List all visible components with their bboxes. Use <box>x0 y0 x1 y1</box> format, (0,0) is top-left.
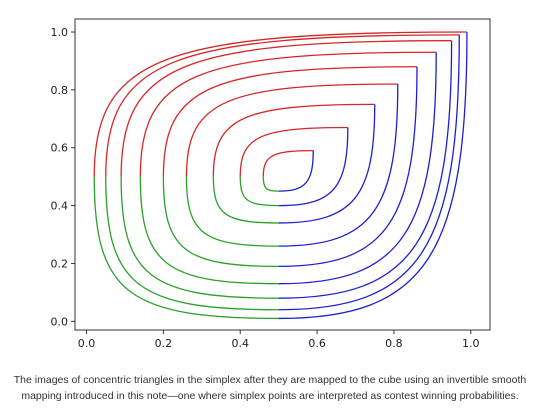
green-curve <box>239 176 279 207</box>
red-curve <box>139 51 437 177</box>
figure-caption: The images of concentric triangles in th… <box>10 372 530 404</box>
blue-curve <box>278 104 376 224</box>
blue-curve <box>278 66 418 268</box>
green-curve <box>139 176 279 285</box>
green-curve <box>262 176 279 192</box>
x-axis: 0.0 0.2 0.4 0.6 0.8 1.0 <box>78 330 480 350</box>
green-curve <box>105 176 279 311</box>
red-curve <box>212 103 375 177</box>
y-tick-label: 0.2 <box>51 257 69 270</box>
red-curve <box>239 126 348 177</box>
green-curve <box>162 176 279 268</box>
y-tick-label: 0.4 <box>51 200 69 213</box>
blue-curve <box>278 40 453 299</box>
red-curve <box>93 31 467 177</box>
x-tick-label: 0.0 <box>78 337 96 350</box>
x-tick-label: 0.4 <box>231 337 249 350</box>
curves-group <box>93 31 468 320</box>
y-tick-label: 1.0 <box>51 26 69 39</box>
x-tick-label: 1.0 <box>462 337 480 350</box>
blue-curve <box>278 84 399 247</box>
green-curve <box>185 176 279 247</box>
y-tick-label: 0.6 <box>51 142 69 155</box>
red-curve <box>262 149 314 177</box>
blue-curve <box>278 32 468 320</box>
caption-line-2: mapping introduced in this note—one wher… <box>21 390 519 402</box>
y-tick-label: 0.8 <box>51 84 69 97</box>
green-curve <box>93 176 279 320</box>
x-tick-label: 0.8 <box>385 337 403 350</box>
green-curve <box>120 176 279 299</box>
green-curve <box>212 176 279 224</box>
y-axis: 0.0 0.2 0.4 0.6 0.8 1.0 <box>51 26 75 328</box>
red-curve <box>185 83 398 177</box>
blue-curve <box>278 150 314 192</box>
x-tick-label: 0.6 <box>308 337 326 350</box>
caption-line-1: The images of concentric triangles in th… <box>13 374 527 386</box>
blue-curve <box>278 52 437 285</box>
blue-curve <box>278 34 460 311</box>
blue-curve <box>278 127 349 207</box>
y-tick-label: 0.0 <box>51 315 69 328</box>
chart: 0.0 0.2 0.4 0.6 0.8 1.0 0.0 0.2 0.4 0.6 0.8 1.0 <box>51 18 491 350</box>
red-curve <box>120 40 452 177</box>
x-tick-label: 0.2 <box>155 337 173 350</box>
red-curve <box>162 66 417 177</box>
red-curve <box>105 34 460 177</box>
